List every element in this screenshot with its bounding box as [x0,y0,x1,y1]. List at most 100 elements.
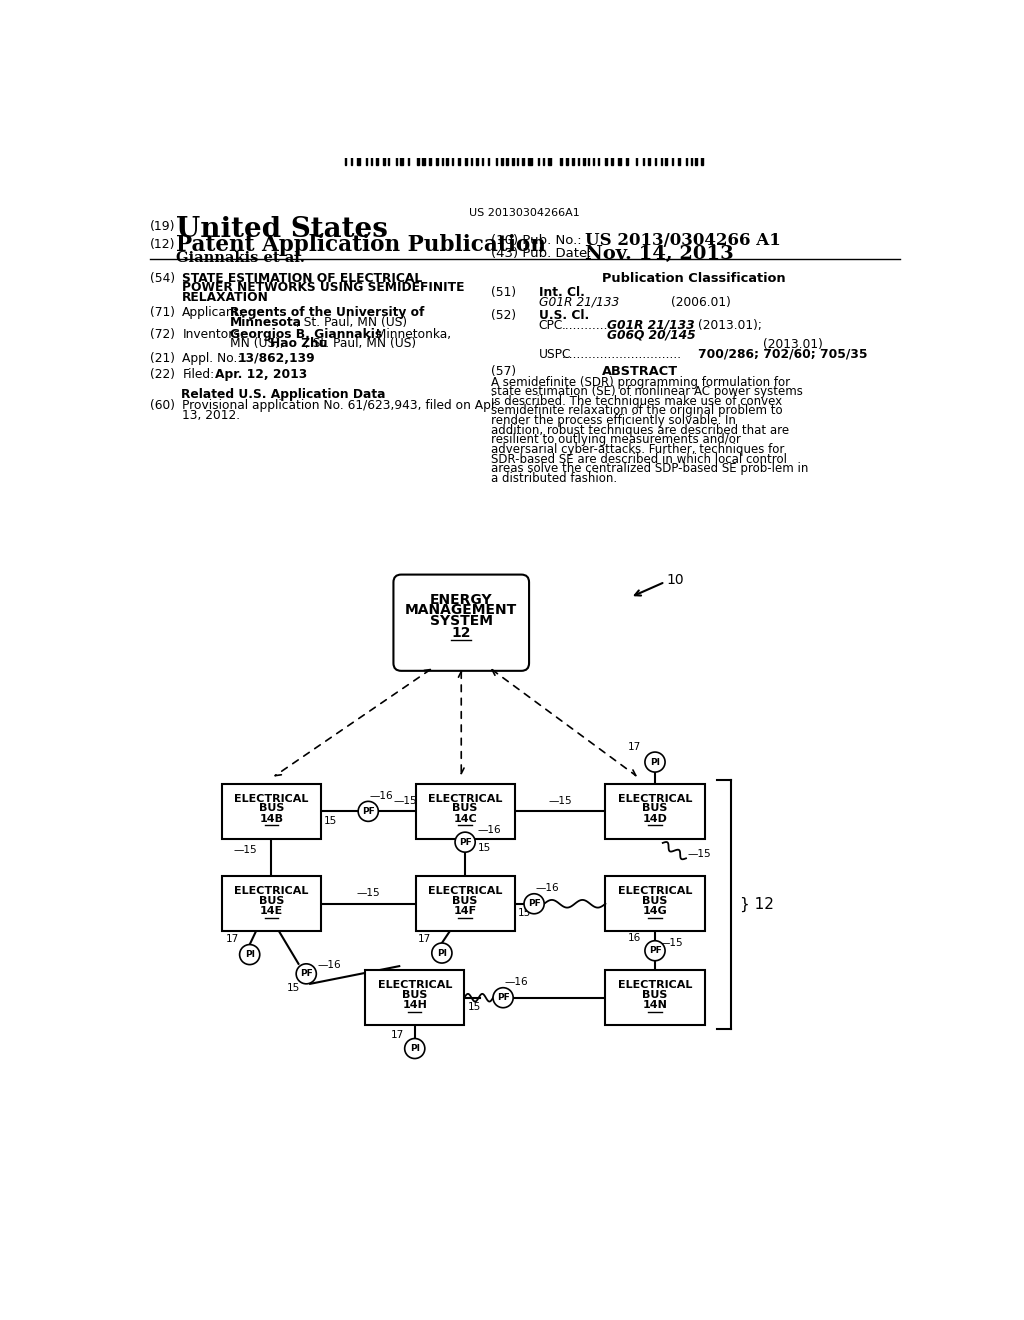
Text: Patent Application Publication: Patent Application Publication [176,234,546,256]
Circle shape [240,945,260,965]
Text: render the process efficiently solvable. In: render the process efficiently solvable.… [490,414,735,428]
Bar [691,124,692,165]
Text: 17: 17 [418,935,431,944]
Text: G06Q 20/145: G06Q 20/145 [607,329,695,342]
Circle shape [645,752,665,772]
Text: Giannakis et al.: Giannakis et al. [176,251,305,265]
Text: PF: PF [497,993,510,1002]
Text: USPC: USPC [539,348,571,360]
Text: United States: United States [176,216,388,243]
Text: addition, robust techniques are described that are: addition, robust techniques are describe… [490,424,788,437]
Bar [538,124,539,165]
Bar [367,124,368,165]
Bar [222,784,321,840]
Text: ELECTRICAL: ELECTRICAL [428,795,503,804]
Text: PI: PI [410,1044,420,1053]
Bar [395,124,396,165]
Bar [388,124,389,165]
Bar [593,124,594,165]
Bar [422,124,425,165]
Bar [611,124,612,165]
Text: (2006.01): (2006.01) [671,296,730,309]
Bar [648,124,650,165]
Circle shape [524,894,544,913]
Text: (60): (60) [150,400,175,412]
Text: 700/286; 702/60; 705/35: 700/286; 702/60; 705/35 [697,348,867,360]
Bar [605,970,705,1026]
FancyBboxPatch shape [393,574,529,671]
Bar [522,124,523,165]
Text: (19): (19) [150,220,175,234]
Text: areas solve the centralized SDP-based SE prob-lem in: areas solve the centralized SDP-based SE… [490,462,808,475]
Text: —15: —15 [548,796,571,805]
Text: Filed:: Filed: [182,368,214,381]
Text: (10) Pub. No.:: (10) Pub. No.: [490,234,582,247]
Circle shape [432,942,452,964]
Text: BUS: BUS [259,896,284,906]
Text: BUS: BUS [642,990,668,999]
Text: 15: 15 [467,1002,480,1012]
Text: state estimation (SE) of nonlinear AC power systems: state estimation (SE) of nonlinear AC po… [490,385,803,399]
Text: a distributed fashion.: a distributed fashion. [490,471,616,484]
Text: ELECTRICAL: ELECTRICAL [617,795,692,804]
Bar [678,124,680,165]
Bar [598,124,599,165]
Bar [446,124,447,165]
Text: 17: 17 [390,1030,403,1040]
Text: (52): (52) [490,309,516,322]
Bar [496,124,497,165]
Text: MANAGEMENT: MANAGEMENT [406,603,517,618]
Text: A semidefinite (SDR) programming formulation for: A semidefinite (SDR) programming formula… [490,376,790,388]
Bar [351,124,352,165]
Text: (51): (51) [490,286,516,300]
Text: , Minnetonka,: , Minnetonka, [369,327,452,341]
Circle shape [358,801,378,821]
Text: —15: —15 [233,845,257,855]
Bar [383,124,385,165]
Bar [418,124,419,165]
Circle shape [645,941,665,961]
Text: —16: —16 [317,960,341,970]
Bar [429,124,431,165]
Text: STATE ESTIMATION OF ELECTRICAL: STATE ESTIMATION OF ELECTRICAL [182,272,423,285]
Text: ELECTRICAL: ELECTRICAL [617,887,692,896]
Bar [604,124,606,165]
Text: US 20130304266A1: US 20130304266A1 [469,209,581,218]
Circle shape [296,964,316,983]
Circle shape [455,832,475,853]
Bar [501,124,503,165]
Text: MN (US);: MN (US); [230,338,285,350]
Bar [356,124,360,165]
Bar [605,784,705,840]
Bar [476,124,478,165]
Bar [617,124,621,165]
Bar [584,124,585,165]
Bar [366,970,464,1026]
Bar [578,124,580,165]
Text: —15: —15 [687,850,712,859]
Bar [459,124,461,165]
Bar [436,124,437,165]
Bar [482,124,483,165]
Text: Provisional application No. 61/623,943, filed on Apr.: Provisional application No. 61/623,943, … [182,400,499,412]
Text: 14F: 14F [454,907,477,916]
Text: Minnesota: Minnesota [230,315,302,329]
Text: Appl. No.:: Appl. No.: [182,352,242,366]
Text: (57): (57) [490,364,516,378]
Bar [686,124,687,165]
Text: 15: 15 [287,982,300,993]
Bar [666,124,668,165]
Text: BUS: BUS [642,804,668,813]
Text: (2013.01): (2013.01) [764,338,823,351]
Text: 14H: 14H [402,1001,427,1010]
Text: ELECTRICAL: ELECTRICAL [234,887,308,896]
Bar [507,124,508,165]
Bar [605,876,705,932]
Text: SDR-based SE are described in which local control: SDR-based SE are described in which loca… [490,453,786,466]
Text: 12: 12 [452,627,471,640]
Text: (71): (71) [150,306,175,319]
Text: 14B: 14B [259,814,284,824]
Text: 14G: 14G [643,907,668,916]
Text: 16: 16 [628,933,641,944]
Bar [543,124,545,165]
